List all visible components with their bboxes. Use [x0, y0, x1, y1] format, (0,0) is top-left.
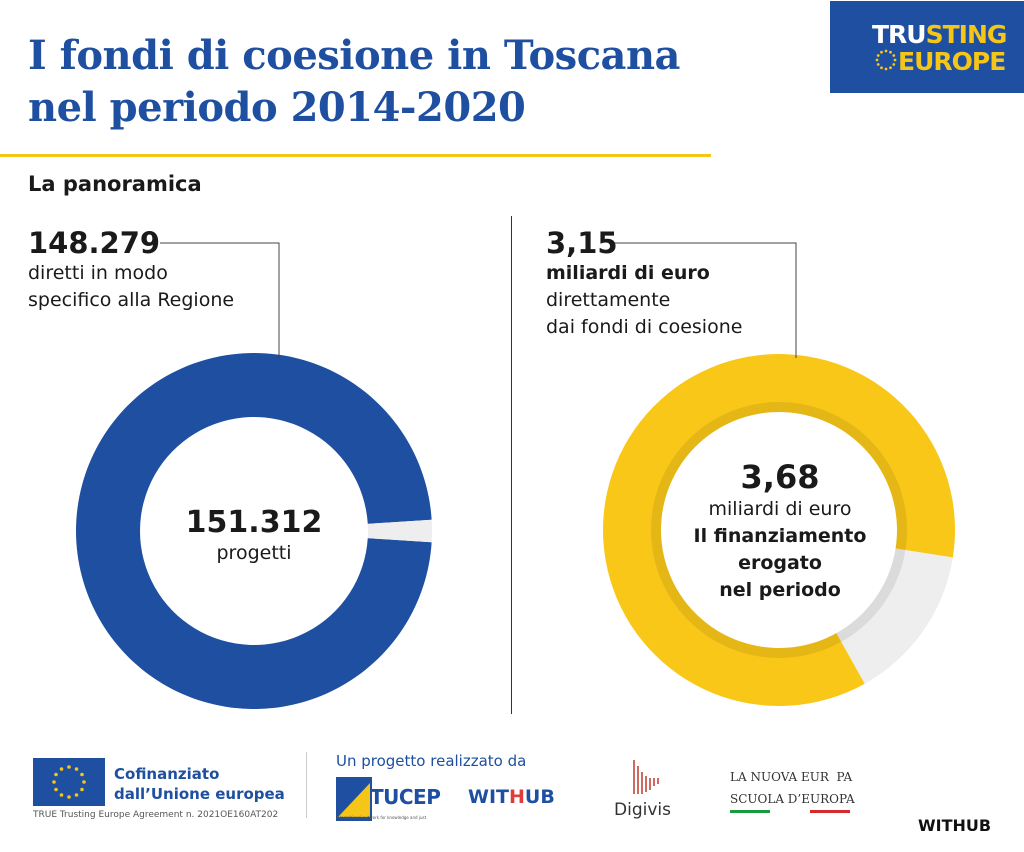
center-label: Il finanziamento	[693, 525, 867, 547]
section-title: La panoramica	[28, 172, 202, 196]
center-value: 3,68	[740, 458, 820, 496]
tucep-emblem-icon	[336, 777, 372, 821]
withub-bottom-logo: WITHUB	[918, 816, 992, 835]
callout-line-left	[160, 242, 280, 358]
center-label: nel periodo	[719, 579, 841, 601]
donut-slice-0	[602, 354, 955, 707]
center-value: 151.312	[185, 505, 323, 540]
eu-cofinanced-label: Cofinanziato dall’Unione europea	[114, 765, 285, 803]
withub-logo: WITHUB	[468, 786, 555, 808]
callout-funding: 3,15 miliardi di euro direttamente dai f…	[546, 226, 742, 341]
callout-value: 148.279	[28, 226, 161, 260]
footer-divider	[306, 752, 307, 818]
agreement-text: TRUE Trusting Europe Agreement n. 2021OE…	[33, 810, 279, 820]
center-label: miliardi di euro	[708, 498, 852, 520]
brand-wordmark: TRUSTING EUROPE	[872, 20, 1007, 76]
digivis-logo: Digivis	[612, 756, 682, 822]
project-label: Un progetto realizzato da	[336, 752, 527, 770]
page-title: I fondi di coesione in Toscana nel perio…	[28, 30, 680, 134]
donut-center-funding: 3,68 miliardi di euro Il finanziamento e…	[682, 458, 878, 604]
la-nuova-europa-logo: LA NUOVA EUR PA SCUOLA D’EUROPA	[730, 770, 855, 806]
donut-chart-projects	[76, 353, 433, 710]
callout-projects: 148.279 diretti in modo specifico alla R…	[28, 226, 234, 314]
tucep-logo: TUCEP International network for knowledg…	[336, 777, 441, 821]
italian-flag-stripe	[730, 810, 850, 813]
callout-label-line: specifico alla Regione	[28, 289, 235, 311]
title-underline	[0, 154, 711, 157]
callout-value: 3,15	[546, 226, 618, 260]
callout-label-line: miliardi di euro	[546, 262, 710, 284]
title-line-1: I fondi di coesione in Toscana	[28, 32, 680, 79]
trusting-europe-logo: TRUSTING EUROPE	[830, 1, 1024, 93]
donut-slice-0	[76, 353, 432, 710]
column-divider	[511, 216, 512, 714]
digivis-bars-icon	[633, 760, 659, 794]
donut-inner-ring	[651, 402, 907, 658]
center-label: progetti	[216, 542, 292, 564]
donut-chart-funding	[602, 354, 955, 707]
callout-label-line: diretti in modo	[28, 262, 168, 284]
donut-slice-1	[367, 519, 433, 543]
callout-line-right	[614, 242, 797, 358]
callout-label-line: direttamente	[546, 289, 671, 311]
eu-stars-icon	[875, 49, 897, 71]
title-line-2: nel periodo 2014-2020	[28, 84, 526, 131]
center-label: erogato	[738, 552, 822, 574]
donut-center-projects: 151.312 progetti	[172, 506, 336, 567]
eu-flag-icon	[33, 758, 105, 806]
callout-label-line: dai fondi di coesione	[546, 316, 743, 338]
donut-slice-1	[836, 548, 953, 684]
